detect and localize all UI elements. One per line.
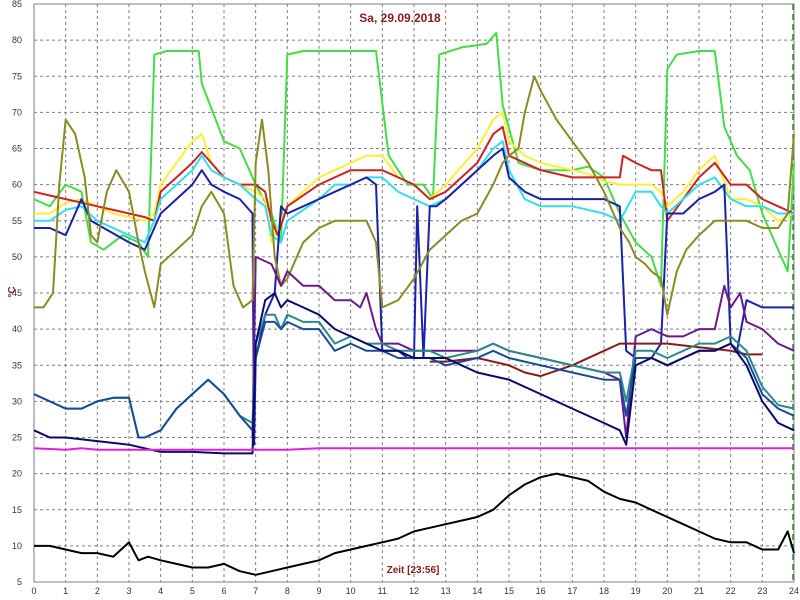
x-tick-label: 14 <box>472 586 482 596</box>
y-tick-label: 70 <box>12 107 22 117</box>
chart-series <box>33 31 795 576</box>
y-tick-label: 60 <box>12 180 22 190</box>
x-tick-label: 6 <box>221 586 226 596</box>
y-axis-tick-labels: 5 10 15 20 25 30 35 40 45 50 55 60 65 70 75 80 85 <box>12 0 22 587</box>
y-tick-label: 50 <box>12 252 22 262</box>
series-line-11 <box>33 292 795 455</box>
x-tick-label: 18 <box>599 586 609 596</box>
y-tick-label: 25 <box>12 433 22 443</box>
series-line-8 <box>251 255 795 439</box>
x-tick-label: 24 <box>789 586 799 596</box>
x-tick-label: 1 <box>63 586 68 596</box>
series-line-5 <box>34 147 794 446</box>
y-tick-label: 20 <box>12 469 22 479</box>
x-tick-label: 7 <box>253 586 258 596</box>
x-tick-label: 0 <box>31 586 36 596</box>
plot-area-border <box>33 3 795 583</box>
y-tick-label: 75 <box>12 71 22 81</box>
series-line-4 <box>34 140 794 244</box>
y-tick-label: 15 <box>12 505 22 515</box>
series-line-1 <box>33 31 795 287</box>
x-tick-label: 16 <box>536 586 546 596</box>
x-tick-label: 13 <box>441 586 451 596</box>
series-line-12 <box>33 447 794 451</box>
y-tick-label: 80 <box>12 35 22 45</box>
chart-grid <box>34 4 794 582</box>
x-tick-label: 10 <box>346 586 356 596</box>
y-tick-label: 45 <box>12 288 22 298</box>
series-line-6 <box>34 75 795 316</box>
x-tick-label: 2 <box>95 586 100 596</box>
y-tick-label: 65 <box>12 144 22 154</box>
x-tick-label: 19 <box>631 586 641 596</box>
y-tick-label: 30 <box>12 396 22 406</box>
x-axis-tick-labels: 0 1 2 3 4 5 6 7 8 9 10 11 12 13 14 15 16 17 18 19 20 21 22 23 24 <box>31 586 799 596</box>
x-tick-label: 3 <box>126 586 131 596</box>
x-axis-label: Zeit [23:56] <box>387 565 440 576</box>
x-tick-label: 11 <box>378 586 387 596</box>
y-tick-label: 85 <box>12 0 22 9</box>
x-tick-label: 22 <box>726 586 736 596</box>
y-tick-label: 35 <box>12 360 22 370</box>
y-tick-label: 5 <box>17 577 22 587</box>
y-tick-label: 55 <box>12 216 22 226</box>
series-line-7 <box>429 342 763 378</box>
chart-title: Sa, 29.09.2018 <box>359 11 441 25</box>
y-tick-label: 10 <box>12 541 22 551</box>
series-line-3 <box>33 125 795 237</box>
x-tick-label: 8 <box>285 586 290 596</box>
x-tick-label: 15 <box>504 586 514 596</box>
x-tick-label: 17 <box>567 586 577 596</box>
x-tick-label: 4 <box>158 586 163 596</box>
x-tick-label: 20 <box>662 586 672 596</box>
x-tick-label: 9 <box>316 586 321 596</box>
x-tick-label: 23 <box>757 586 767 596</box>
y-tick-label: 40 <box>12 324 22 334</box>
x-tick-label: 12 <box>409 586 419 596</box>
y-axis-label: °C <box>7 286 18 297</box>
x-tick-label: 21 <box>694 586 704 596</box>
series-line-13 <box>34 472 795 576</box>
x-tick-label: 5 <box>190 586 195 596</box>
